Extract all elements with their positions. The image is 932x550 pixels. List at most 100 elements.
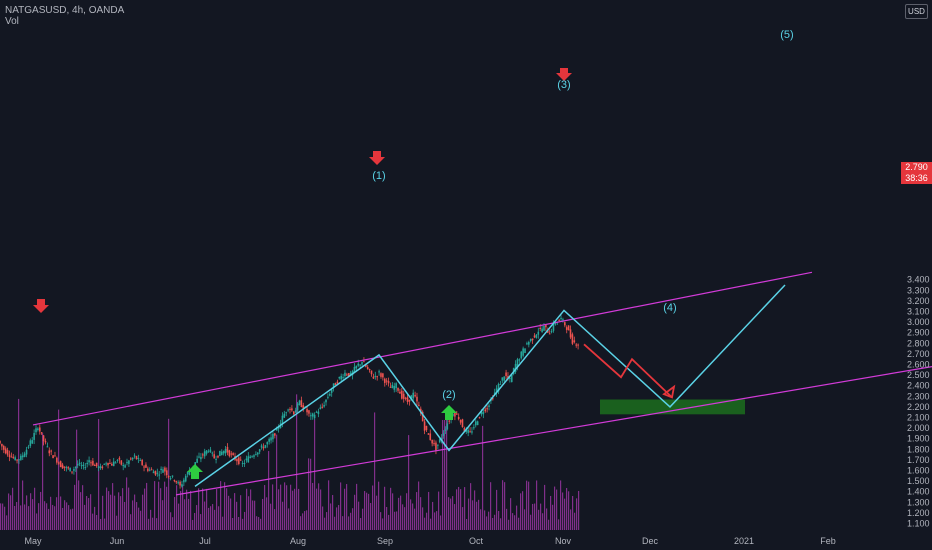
volume-bar (252, 500, 254, 530)
volume-bar (218, 506, 220, 530)
volume-bar (378, 481, 380, 530)
candle-body (308, 410, 310, 414)
currency-label[interactable]: USD (905, 4, 928, 19)
candle-body (315, 411, 318, 413)
candle-body (332, 383, 335, 388)
candle-body (256, 452, 259, 455)
candle-body (359, 364, 361, 366)
volume-bar (102, 495, 104, 530)
volume-bar (516, 505, 518, 530)
candle-body (302, 405, 305, 409)
volume-bar (248, 496, 250, 530)
candle-body (31, 440, 34, 444)
volume-bar (16, 502, 18, 530)
candle-body (336, 381, 339, 384)
candle-body (342, 377, 344, 379)
candle-body (162, 469, 164, 473)
volume-bar (500, 518, 502, 530)
buy-arrow-icon (187, 464, 203, 479)
volume-bar (214, 509, 216, 530)
price-axis[interactable]: 1.1001.2001.3001.4001.5001.6001.7001.800… (907, 275, 930, 529)
volume-bar (48, 508, 50, 530)
candle-body (499, 383, 502, 385)
volume-bar (110, 494, 112, 530)
candle-body (486, 408, 488, 410)
volume-bar (198, 488, 200, 530)
candle-body (414, 394, 416, 397)
candle-body (503, 376, 505, 381)
candle-body (211, 452, 214, 454)
channel-upper-line (32, 271, 813, 426)
symbol-title: NATGASUSD, 4h, OANDA (5, 5, 125, 16)
candle-body (548, 333, 551, 335)
candle-body (476, 421, 479, 426)
volume-bar (230, 498, 232, 530)
volume-bar (448, 497, 450, 530)
volume-bar (362, 508, 364, 530)
candle-body (383, 378, 386, 383)
candle-body (497, 384, 500, 392)
volume-bar (444, 420, 446, 530)
volume-bar (64, 500, 66, 530)
volume-bar (216, 489, 218, 530)
volume-bar (340, 482, 342, 530)
candle-body (509, 378, 511, 380)
volume-bar (86, 496, 88, 530)
candle-body (251, 456, 253, 458)
candle-body (158, 474, 161, 476)
volume-bar (154, 481, 156, 530)
candle-body (510, 374, 513, 383)
volume-bar (564, 498, 566, 530)
candle-body (92, 460, 94, 466)
volume-bar (338, 505, 340, 530)
volume-bar (268, 451, 270, 530)
volume-bar (54, 506, 56, 530)
candle-body (457, 416, 460, 420)
candle-body (558, 319, 560, 321)
candle-body (200, 456, 202, 460)
candle-body (310, 415, 312, 417)
price-tick-label: 1.500 (907, 476, 930, 486)
volume-bar (488, 511, 490, 530)
volume-bar (314, 419, 316, 530)
volume-bar (132, 500, 134, 530)
candle-body (329, 394, 331, 396)
current-price: 2.790 (905, 162, 928, 172)
candle-body (126, 462, 128, 464)
candle-body (18, 459, 20, 461)
volume-bar (4, 506, 6, 530)
volume-bar (442, 420, 444, 530)
volume-bar (276, 434, 278, 530)
volume-bar (246, 488, 248, 530)
volume-bar (498, 510, 500, 530)
candle-body (270, 437, 272, 441)
volume-bar (456, 489, 458, 530)
volume-bar (204, 501, 206, 530)
time-axis[interactable]: May Jun Jul Aug Sep Oct Nov Dec 2021 Feb (24, 536, 835, 546)
volume-bars (0, 394, 580, 530)
candle-body (112, 461, 115, 467)
volume-bar (60, 496, 62, 530)
volume-bar (404, 507, 406, 530)
candle-body (416, 396, 418, 402)
volume-bar (472, 500, 474, 530)
candle-body (289, 408, 291, 410)
candle-body (425, 425, 428, 431)
candle-body (330, 389, 333, 393)
candle-body (29, 440, 32, 447)
volume-bar (300, 516, 302, 530)
volume-bar (80, 492, 82, 530)
price-tick-label: 1.200 (907, 508, 930, 518)
candle-body (177, 482, 179, 484)
candle-body (429, 433, 432, 441)
volume-bar (316, 488, 318, 530)
price-tick-label: 1.300 (907, 497, 930, 507)
candle-body (69, 467, 71, 472)
volume-bar (436, 511, 438, 530)
volume-bar (160, 488, 162, 530)
volume-bar (490, 482, 492, 530)
volume-bar (332, 495, 334, 530)
wave-label-3: (3) (557, 79, 570, 91)
volume-bar (126, 477, 128, 530)
